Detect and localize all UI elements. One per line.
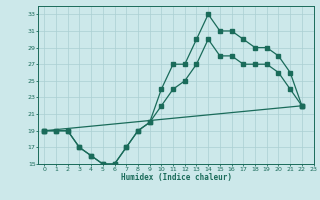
X-axis label: Humidex (Indice chaleur): Humidex (Indice chaleur) (121, 173, 231, 182)
